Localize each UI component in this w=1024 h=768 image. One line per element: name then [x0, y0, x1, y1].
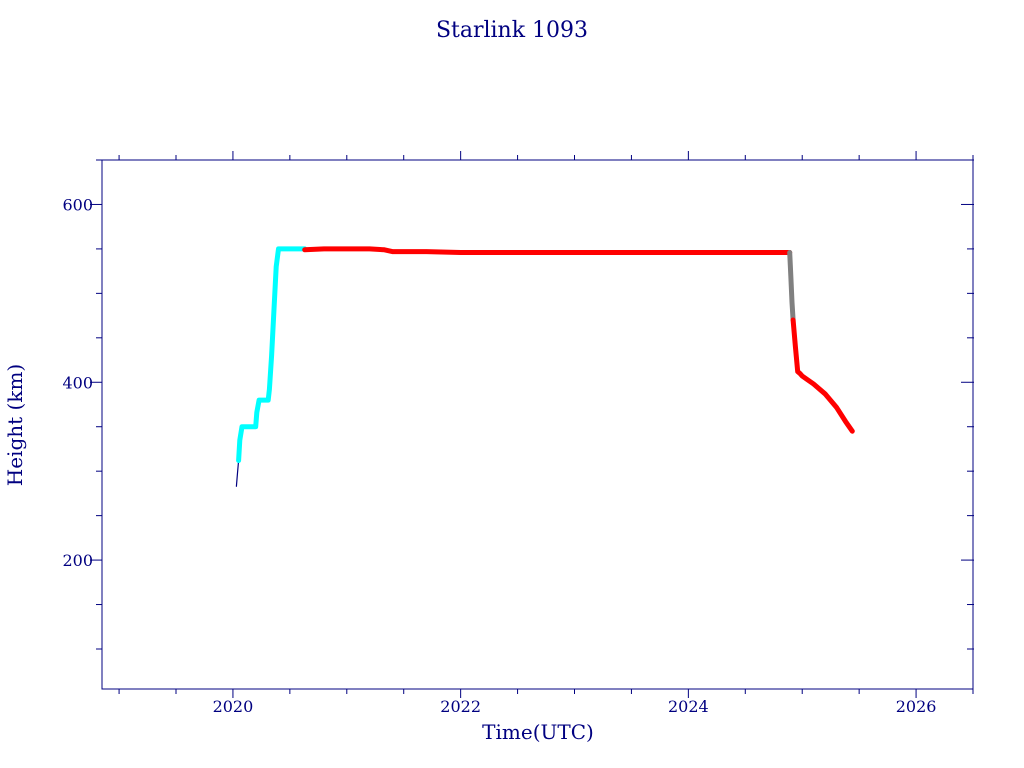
y-axis-label: Height (km) — [3, 364, 27, 486]
y-tick-label: 400 — [62, 373, 93, 392]
y-tick-label: 200 — [62, 551, 93, 570]
plot-frame — [101, 159, 974, 690]
data-series — [235, 246, 855, 487]
series-line-0 — [235, 459, 240, 487]
x-tick-label: 2024 — [668, 697, 709, 716]
axis-ticks: 2020 2022 2024 2026 200 400 600 — [62, 151, 974, 716]
x-tick-label: 2020 — [213, 697, 254, 716]
series-line-1 — [236, 246, 308, 463]
y-tick-label: 600 — [62, 195, 93, 214]
x-axis-label: Time(UTC) — [482, 720, 594, 744]
x-tick-label: 2026 — [896, 697, 937, 716]
x-tick-label: 2022 — [440, 697, 481, 716]
series-line-2 — [302, 246, 793, 255]
series-line-4 — [790, 317, 855, 434]
chart-title: Starlink 1093 — [436, 18, 588, 43]
series-line-3 — [787, 250, 796, 323]
